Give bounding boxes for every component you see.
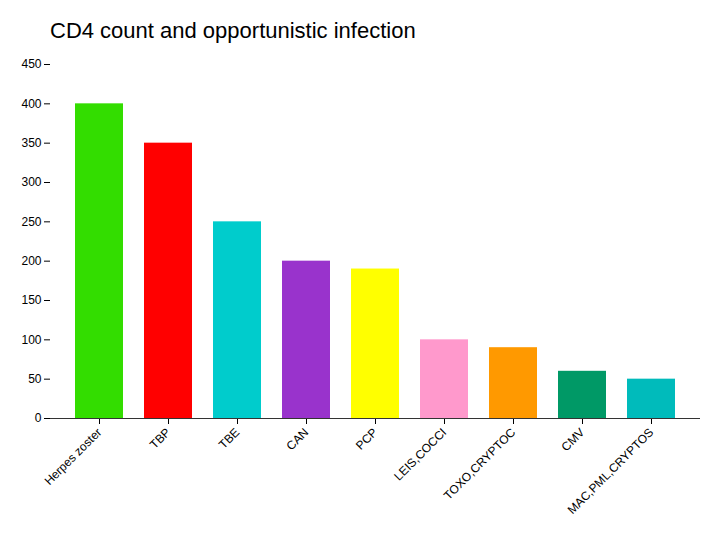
svg-text:TOXO,CRYPTOC: TOXO,CRYPTOC (441, 425, 519, 503)
svg-text:250: 250 (21, 215, 41, 229)
html-text:CD4 count and opportunistic in: CD4 count and opportunistic infection (50, 18, 416, 43)
svg-text:200: 200 (21, 254, 41, 268)
svg-text:0: 0 (35, 411, 42, 425)
svg-text:400: 400 (21, 97, 41, 111)
svg-text:MAC,PML,CRYPTOS: MAC,PML,CRYPTOS (565, 425, 657, 517)
svg-text:100: 100 (21, 333, 41, 347)
svg-text:300: 300 (21, 175, 41, 189)
svg-text:450: 450 (21, 57, 41, 71)
svg-text:50: 50 (28, 372, 42, 386)
svg-text:350: 350 (21, 136, 41, 150)
svg-text:TBP: TBP (147, 425, 173, 451)
svg-text:CMV: CMV (559, 425, 588, 454)
svg-text:PCP: PCP (353, 425, 380, 452)
svg-text:Herpes zoster: Herpes zoster (42, 425, 105, 488)
svg-text:LEIS,COCCI: LEIS,COCCI (391, 425, 449, 483)
svg-text:150: 150 (21, 293, 41, 307)
svg-text:TBE: TBE (216, 425, 242, 451)
svg-text:CAN: CAN (284, 425, 312, 453)
